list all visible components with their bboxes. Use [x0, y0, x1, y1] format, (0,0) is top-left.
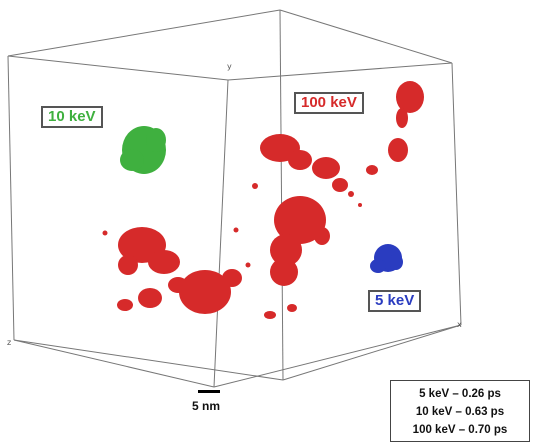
legend-row: 100 keV – 0.70 ps: [412, 424, 508, 436]
axis-label-y: y: [227, 62, 232, 71]
legend-row: 10 keV – 0.63 ps: [415, 406, 505, 418]
timing-legend: 5 keV – 0.26 ps 10 keV – 0.63 ps 100 keV…: [390, 380, 530, 442]
axis-label-z: z: [7, 338, 12, 347]
scale-bar: [198, 390, 220, 393]
scale-bar-label: 5 nm: [192, 399, 221, 413]
label-10kev: 10 keV: [41, 106, 103, 128]
label-5kev: 5 keV: [368, 290, 422, 312]
legend-row: 5 keV – 0.26 ps: [419, 388, 501, 400]
axis-label-x: x: [457, 320, 462, 329]
cluster-5kev: [370, 244, 403, 273]
cluster-10kev: [120, 126, 166, 174]
label-100kev: 100 keV: [294, 92, 364, 114]
simulation-box-edges: [7, 9, 462, 388]
cluster-100kev: [102, 81, 424, 319]
